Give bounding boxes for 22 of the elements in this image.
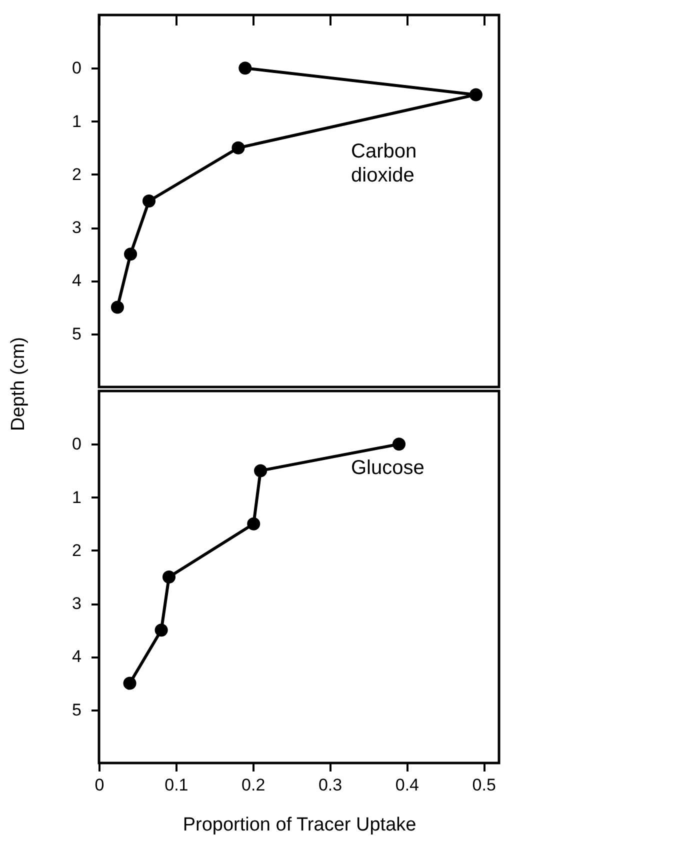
y-tick-label: 0 xyxy=(72,434,82,454)
y-axis-title: Depth (cm) xyxy=(8,337,29,431)
x-tick-label: 0.1 xyxy=(164,776,188,794)
y-tick-label: 0 xyxy=(72,58,82,78)
x-tick-label: 0.3 xyxy=(318,776,342,794)
x-tick-label: 0.5 xyxy=(472,776,496,794)
y-tick-label: 5 xyxy=(72,324,82,344)
y-tick-label: 3 xyxy=(72,218,82,238)
y-tick-label: 1 xyxy=(72,112,82,131)
annotation: Carbon dioxide xyxy=(351,140,417,186)
x-tick-label: 0 xyxy=(94,776,104,794)
x-tick-label: 0.4 xyxy=(395,776,420,794)
y-tick-label: 4 xyxy=(72,271,82,290)
y-tick-label: 1 xyxy=(72,488,82,507)
x-tick-label: 0.2 xyxy=(242,776,266,794)
y-tick-label: 2 xyxy=(72,164,82,184)
y-tick-label: 5 xyxy=(72,700,82,720)
annotation: Glucose xyxy=(351,456,424,479)
x-axis-title: Proportion of Tracer Uptake xyxy=(182,814,416,836)
y-tick-label: 2 xyxy=(72,540,82,560)
y-tick-label: 4 xyxy=(72,647,82,666)
y-tick-label: 3 xyxy=(72,594,82,614)
